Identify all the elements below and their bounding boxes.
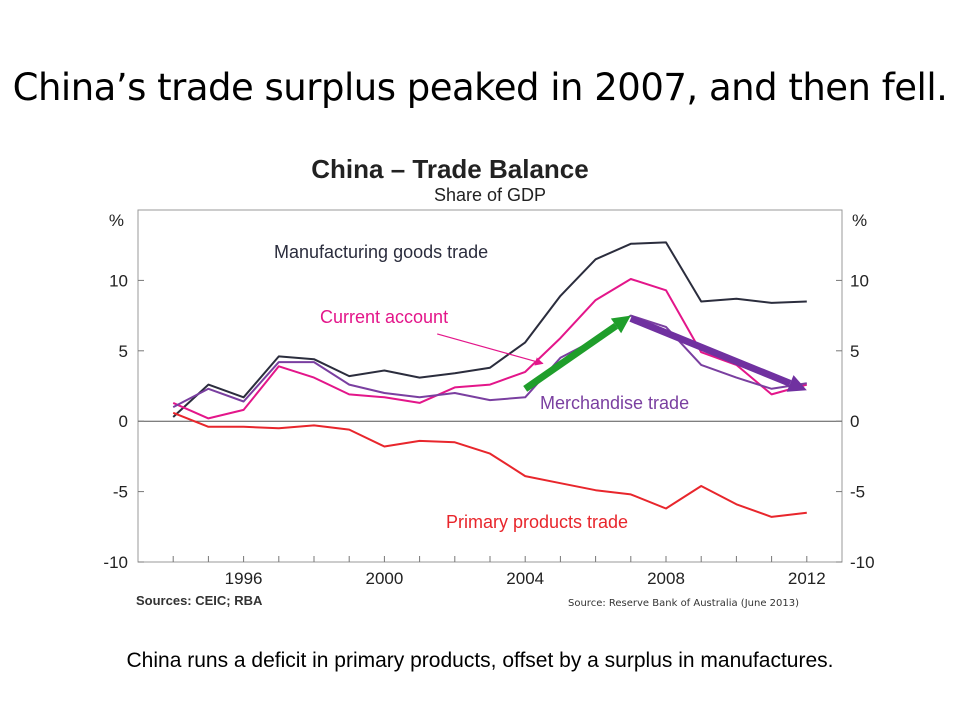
series-line-3 — [172, 411, 807, 518]
y-tick-label-left: 5 — [119, 342, 128, 361]
rise-arrow-head — [610, 315, 631, 334]
series-label-merchandise: Merchandise trade — [540, 393, 689, 413]
slide-title: China’s trade surplus peaked in 2007, an… — [12, 66, 948, 109]
y-tick-label-right: 5 — [850, 342, 859, 361]
trade-balance-chart: China – Trade Balance Share of GDP % % -… — [103, 154, 875, 608]
y-tick-label-right: -5 — [850, 483, 865, 502]
fall-arrow-head — [786, 375, 807, 392]
y-tick-label-right: -10 — [850, 553, 875, 572]
x-tick-label: 2012 — [788, 569, 826, 588]
y-tick-label-left: -10 — [103, 553, 128, 572]
chart-subtitle: Share of GDP — [434, 185, 546, 205]
series-line-0 — [172, 241, 807, 418]
plot-frame — [137, 209, 843, 563]
y-tick-label-left: -5 — [113, 483, 128, 502]
chart-sources: Sources: CEIC; RBA — [136, 593, 263, 608]
source-note: Source: Reserve Bank of Australia (June … — [568, 598, 800, 609]
x-tick-label: 2008 — [647, 569, 685, 588]
chart-title: China – Trade Balance — [311, 154, 588, 184]
x-tick-label: 2004 — [506, 569, 544, 588]
y-tick-label-left: 10 — [109, 271, 128, 290]
y-tick-label-right: 10 — [850, 271, 869, 290]
series-label-manufacturing: Manufacturing goods trade — [274, 242, 488, 262]
rise-arrow-shaft — [523, 322, 619, 392]
y-unit-left: % — [109, 211, 124, 230]
fall-arrow-shaft — [629, 315, 792, 387]
slide-caption: China runs a deficit in primary products… — [126, 649, 834, 672]
series-line-2 — [172, 314, 807, 408]
series-line-1 — [172, 278, 808, 420]
chart-container: China – Trade Balance Share of GDP % % -… — [80, 150, 900, 620]
series-label-current-account: Current account — [320, 307, 448, 327]
x-tick-label: 2000 — [365, 569, 403, 588]
series-label-primary: Primary products trade — [446, 512, 628, 532]
y-unit-right: % — [852, 211, 867, 230]
y-tick-label-right: 0 — [850, 412, 859, 431]
x-tick-label: 1996 — [225, 569, 263, 588]
y-tick-label-left: 0 — [119, 412, 128, 431]
current-account-pointer-arrow — [437, 333, 544, 366]
